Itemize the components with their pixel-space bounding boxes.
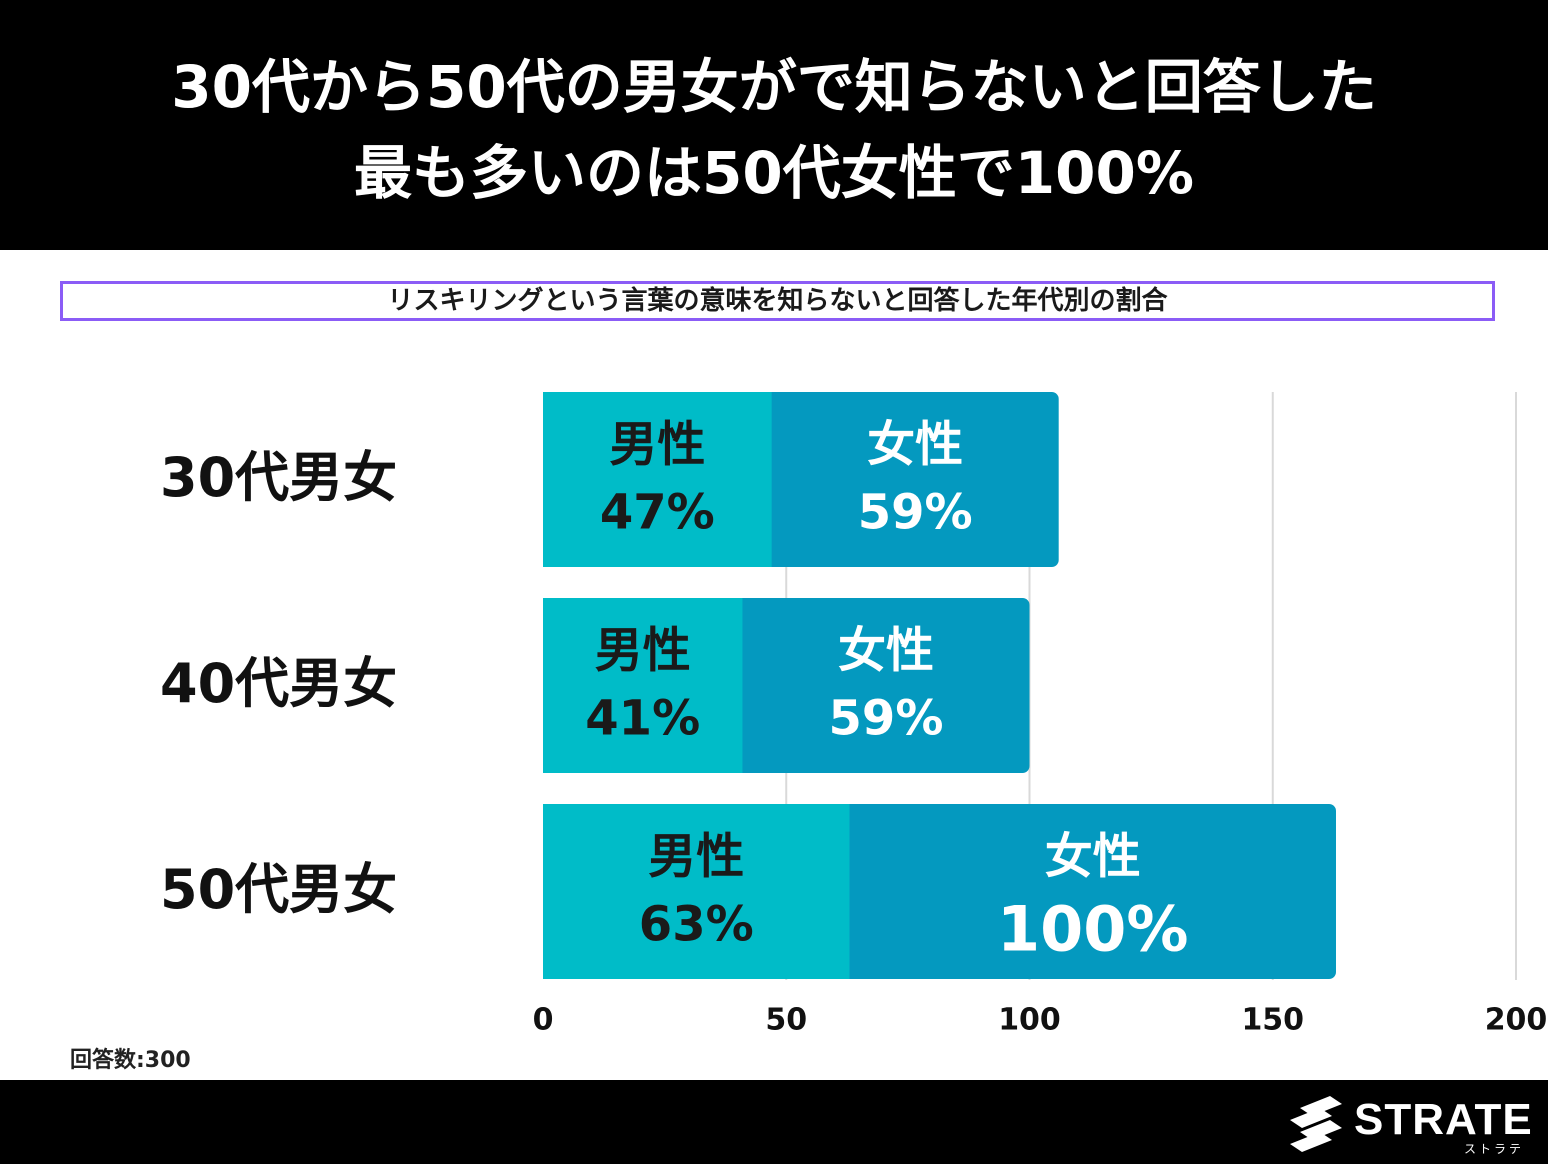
- bar-male: [543, 804, 850, 979]
- header-banner: 30代から50代の男女がで知らないと回答した 最も多いのは50代女性で100%: [0, 0, 1548, 250]
- bar-female: [763, 392, 1059, 567]
- bar-female-value: 100%: [997, 893, 1189, 966]
- strate-logo: STRATE ストラテ: [1286, 1094, 1532, 1156]
- bar-male: [543, 392, 772, 567]
- bar-male-name: 男性: [648, 829, 744, 885]
- chart-title-box: リスキリングという言葉の意味を知らないと回答した年代別の割合: [60, 281, 1495, 321]
- bar-male-name: 男性: [609, 417, 705, 473]
- bar-chart: 0 50 100 150 20030代男女男性47%女性59%40代男女男性41%女性5…: [160, 392, 1548, 1038]
- bar-male-value: 47%: [600, 485, 715, 541]
- bar-male-value: 63%: [639, 897, 754, 953]
- x-tick-label: 50: [765, 1003, 807, 1038]
- category-label: 50代男女: [160, 858, 397, 921]
- category-label: 40代男女: [160, 652, 397, 715]
- bar-female-name: 女性: [1045, 829, 1141, 885]
- bar-male-value: 41%: [585, 691, 700, 747]
- strate-logo-icon: [1290, 1096, 1342, 1152]
- category-label: 30代男女: [160, 446, 397, 509]
- bar-male-name: 男性: [595, 623, 691, 679]
- headline-line-2: 最も多いのは50代女性で100%: [354, 139, 1194, 207]
- bar-male: [543, 598, 743, 773]
- chart-title: リスキリングという言葉の意味を知らないと回答した年代別の割合: [387, 286, 1168, 316]
- footer-bar: STRATE ストラテ: [0, 1080, 1548, 1164]
- bar-female: [841, 804, 1336, 979]
- x-tick-label: 0: [533, 1003, 554, 1038]
- x-tick-label: 100: [998, 1003, 1061, 1038]
- logo-text: STRATE: [1354, 1095, 1533, 1144]
- x-tick-label: 150: [1241, 1003, 1304, 1038]
- bar-female: [734, 598, 1030, 773]
- x-tick-label: 200: [1485, 1003, 1548, 1038]
- bar-female-value: 59%: [829, 691, 944, 747]
- logo-kana: ストラテ: [1464, 1142, 1525, 1156]
- bar-female-name: 女性: [867, 417, 963, 473]
- bar-female-value: 59%: [858, 485, 973, 541]
- sample-size-note: 回答数:300: [70, 1048, 191, 1073]
- headline-line-1: 30代から50代の男女がで知らないと回答した: [171, 53, 1377, 121]
- bar-female-name: 女性: [838, 623, 934, 679]
